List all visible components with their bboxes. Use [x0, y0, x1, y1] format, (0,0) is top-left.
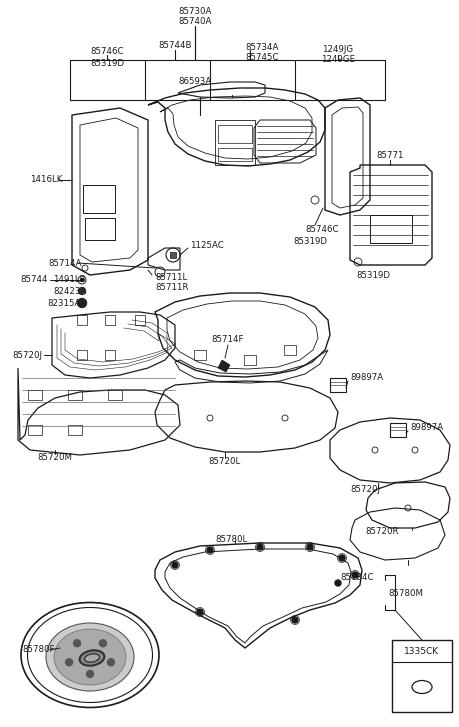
Bar	[105, 350, 115, 360]
Bar	[194, 350, 206, 360]
Bar	[105, 315, 115, 325]
Circle shape	[172, 562, 178, 568]
Bar	[218, 148, 252, 161]
Bar	[243, 355, 256, 365]
Ellipse shape	[79, 651, 104, 666]
Circle shape	[351, 572, 357, 578]
Text: 85319D: 85319D	[355, 270, 389, 279]
Text: 85720R: 85720R	[364, 528, 397, 537]
Circle shape	[334, 580, 340, 586]
Circle shape	[78, 287, 85, 294]
Bar	[85, 218, 115, 240]
Circle shape	[306, 544, 312, 550]
Text: 85744B: 85744B	[158, 41, 191, 49]
Bar	[108, 390, 122, 400]
Circle shape	[86, 670, 93, 678]
Text: 82423A: 82423A	[53, 286, 86, 295]
Ellipse shape	[84, 654, 99, 662]
Ellipse shape	[54, 629, 126, 685]
Text: 85711R: 85711R	[155, 284, 188, 292]
Ellipse shape	[46, 623, 134, 691]
Text: 85730A: 85730A	[178, 7, 211, 17]
Text: 85720L: 85720L	[208, 457, 241, 467]
Circle shape	[207, 547, 213, 553]
Circle shape	[77, 299, 86, 308]
Bar	[170, 252, 176, 258]
Text: 89897A: 89897A	[349, 374, 382, 382]
Text: 85780M: 85780M	[387, 588, 422, 598]
Bar	[369, 215, 411, 243]
Text: 85771: 85771	[375, 150, 403, 159]
Text: 1416LK: 1416LK	[30, 175, 62, 185]
Text: 86593A: 86593A	[178, 78, 211, 87]
Circle shape	[338, 555, 344, 561]
Text: 85784C: 85784C	[339, 574, 373, 582]
Text: 85319D: 85319D	[90, 58, 124, 68]
Text: 1335CK: 1335CK	[403, 646, 439, 656]
Circle shape	[73, 640, 80, 647]
Text: 85780F: 85780F	[22, 646, 54, 654]
Text: 1491LB: 1491LB	[53, 276, 85, 284]
Text: 85746C: 85746C	[304, 225, 338, 235]
Bar	[329, 378, 345, 392]
Text: 82315A: 82315A	[47, 299, 80, 308]
Bar	[28, 425, 42, 435]
Text: 85711L: 85711L	[155, 273, 187, 283]
Text: 85780L: 85780L	[214, 536, 247, 545]
Text: 85720J: 85720J	[349, 486, 379, 494]
Bar	[77, 350, 87, 360]
Bar	[134, 315, 145, 325]
Circle shape	[99, 640, 106, 647]
Text: 85714A: 85714A	[48, 259, 81, 268]
Text: 85720M: 85720M	[38, 454, 73, 462]
Polygon shape	[218, 360, 230, 372]
Text: 85740A: 85740A	[178, 17, 211, 26]
Circle shape	[66, 659, 73, 666]
Text: 1249JG: 1249JG	[322, 46, 353, 55]
Bar	[391, 640, 451, 712]
Bar	[68, 425, 82, 435]
Text: 89897A: 89897A	[409, 424, 442, 433]
Bar	[283, 345, 295, 355]
Text: 85744: 85744	[20, 276, 47, 284]
Text: 85745C: 85745C	[245, 54, 278, 63]
Bar	[83, 185, 115, 213]
Circle shape	[196, 609, 202, 615]
Text: 85714F: 85714F	[211, 335, 244, 345]
Bar	[389, 423, 405, 437]
Text: 85746C: 85746C	[90, 47, 123, 57]
Text: 85720J: 85720J	[12, 350, 42, 359]
Text: 1125AC: 1125AC	[190, 241, 223, 249]
Text: 1249GE: 1249GE	[320, 55, 354, 65]
Bar	[218, 125, 252, 143]
Text: 85734A: 85734A	[245, 44, 278, 52]
Circle shape	[291, 617, 297, 623]
Circle shape	[80, 278, 84, 281]
Bar	[28, 390, 42, 400]
Circle shape	[107, 659, 114, 666]
Text: 85319D: 85319D	[292, 236, 326, 246]
Circle shape	[257, 544, 263, 550]
Bar	[68, 390, 82, 400]
Bar	[77, 315, 87, 325]
